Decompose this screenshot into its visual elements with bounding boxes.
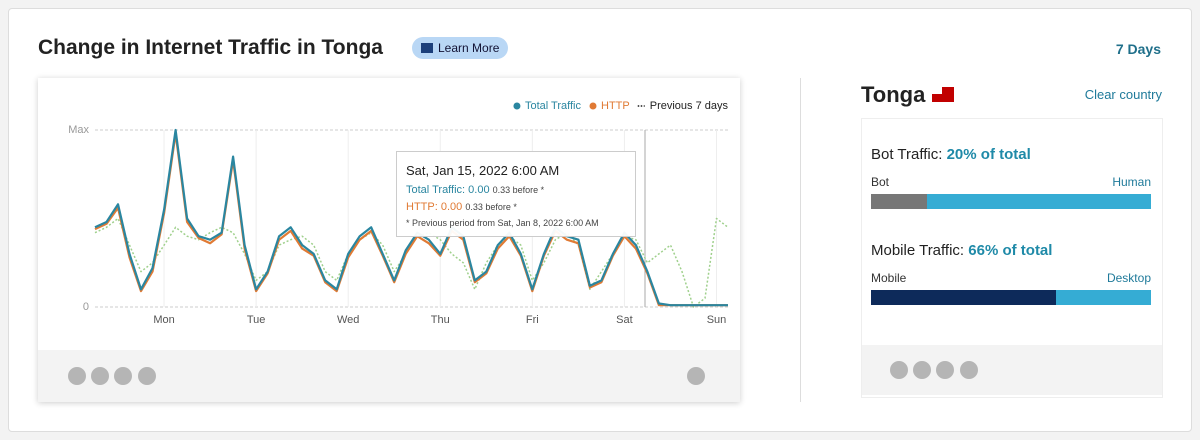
x-tick-label: Fri — [526, 314, 539, 326]
bar — [871, 290, 1056, 305]
tooltip-note: 0.33 before * — [465, 202, 517, 212]
stat-label: Mobile Traffic: — [871, 242, 965, 259]
y-tick-label: Max — [68, 124, 89, 136]
tooltip-title: Sat, Jan 15, 2022 6:00 AM — [406, 163, 560, 178]
side-footer — [862, 345, 1162, 395]
stat-heading: Mobile Traffic: 66% of total — [871, 242, 1052, 259]
stat-left: Mobile — [871, 271, 907, 285]
tooltip-note: 0.33 before * — [492, 185, 545, 195]
flag — [932, 87, 954, 102]
bar-rest — [871, 194, 1151, 209]
x-tick-label: Tue — [247, 314, 266, 326]
legend-marker — [513, 102, 521, 110]
learn-more-text: Learn More — [438, 41, 500, 55]
share-twitter[interactable] — [68, 367, 86, 385]
tooltip-footnote: * Previous period from Sat, Jan 8, 2022 … — [406, 218, 599, 228]
share-linkedin[interactable] — [114, 367, 132, 385]
clear-country[interactable]: Clear country — [1084, 87, 1162, 102]
x-tick-label: Sat — [616, 314, 633, 326]
stat-value: 66% of total — [968, 242, 1053, 259]
legend-label: HTTP — [601, 100, 630, 112]
country: Tonga — [861, 82, 926, 107]
share-facebook[interactable] — [913, 361, 931, 379]
share-reddit[interactable] — [960, 361, 978, 379]
tooltip-line: HTTP: 0.00 0.33 before * — [406, 201, 517, 213]
stat-right: Desktop — [1106, 271, 1151, 285]
tooltip-line: Total Traffic: 0.00 0.33 before * — [406, 184, 544, 196]
x-tick-label: Wed — [337, 314, 359, 326]
y-tick-label: 0 — [83, 301, 89, 313]
tooltip: Sat, Jan 15, 2022 6:00 AM Total Traffic:… — [396, 151, 636, 237]
x-tick-label: Mon — [153, 314, 174, 326]
learn-more[interactable]: Learn More — [412, 37, 509, 59]
share-facebook[interactable] — [91, 367, 109, 385]
series-line — [94, 132, 728, 307]
stat-left: Bot — [871, 175, 890, 189]
book-icon — [421, 43, 433, 53]
range[interactable]: 7 Days — [1115, 41, 1161, 57]
stat-label: Bot Traffic: — [871, 146, 943, 163]
x-tick-label: Thu — [431, 314, 450, 326]
bar — [871, 194, 927, 209]
x-tick-label: Sun — [707, 314, 727, 326]
legend-marker — [589, 102, 597, 110]
stat-value: 20% of total — [946, 146, 1031, 163]
share-reddit[interactable] — [138, 367, 156, 385]
stat-right: Human — [1112, 175, 1151, 189]
tooltip-label: HTTP: 0.00 — [406, 201, 463, 213]
download[interactable] — [687, 367, 705, 385]
legend-label: Previous 7 days — [650, 100, 729, 112]
share-linkedin[interactable] — [936, 361, 954, 379]
tooltip-label: Total Traffic: 0.00 — [406, 184, 490, 196]
legend-label: Total Traffic — [525, 100, 582, 112]
share-twitter[interactable] — [890, 361, 908, 379]
title: Change in Internet Traffic in Tonga — [38, 36, 383, 59]
stat-heading: Bot Traffic: 20% of total — [871, 146, 1031, 163]
divider — [800, 78, 801, 402]
